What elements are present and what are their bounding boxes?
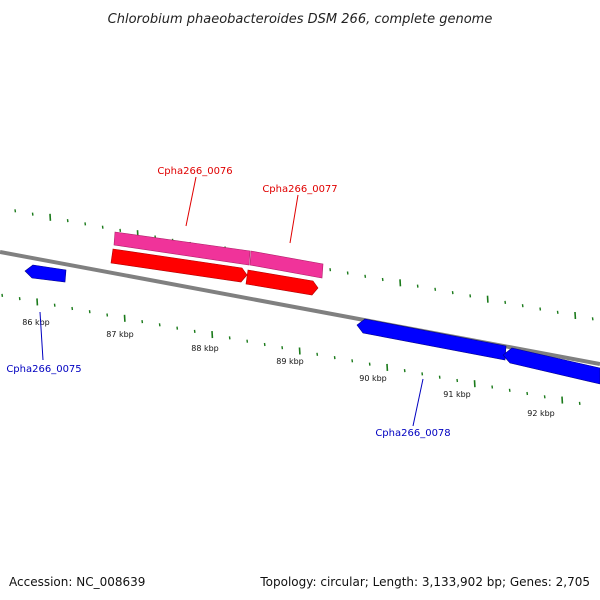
accession-text: Accession: NC_008639 [9, 575, 145, 589]
gene-feature-cpha266-0076[interactable] [113, 231, 251, 266]
label-connector-0076 [185, 176, 197, 227]
inner-tick-track [1, 293, 581, 405]
gene-label-cpha266-0076: Cpha266_0076 [157, 166, 232, 177]
cds-feature-cpha266-0078-part2[interactable] [502, 347, 600, 385]
scale-label: 92 kbp [527, 409, 555, 418]
scale-label: 89 kbp [276, 357, 304, 366]
map-title: Chlorobium phaeobacteroides DSM 266, com… [108, 12, 493, 27]
label-connector-0078 [412, 378, 424, 427]
scale-label: 90 kbp [359, 374, 387, 383]
scale-labels: 86 kbp 87 kbp 88 kbp 89 kbp 90 kbp 91 kbp 92 k… [22, 318, 555, 418]
label-connector-0077 [289, 194, 299, 244]
scale-label: 86 kbp [22, 318, 50, 327]
cds-feature-cpha266-0075[interactable] [24, 264, 67, 283]
label-connector-0075 [39, 311, 44, 361]
cds-feature-cpha266-0078-part1[interactable] [356, 318, 507, 361]
gene-label-cpha266-0077: Cpha266_0077 [262, 184, 337, 195]
gene-feature-cpha266-0077[interactable] [249, 250, 324, 279]
gene-label-cpha266-0075: Cpha266_0075 [6, 364, 81, 375]
cds-feature-cpha266-0076[interactable] [110, 248, 248, 283]
scale-label: 87 kbp [106, 330, 134, 339]
scale-label: 91 kbp [443, 390, 471, 399]
gene-label-cpha266-0078: Cpha266_0078 [375, 428, 450, 439]
scale-label: 88 kbp [191, 344, 219, 353]
cds-feature-cpha266-0077[interactable] [245, 269, 319, 296]
genome-summary-text: Topology: circular; Length: 3,133,902 bp… [259, 575, 590, 589]
